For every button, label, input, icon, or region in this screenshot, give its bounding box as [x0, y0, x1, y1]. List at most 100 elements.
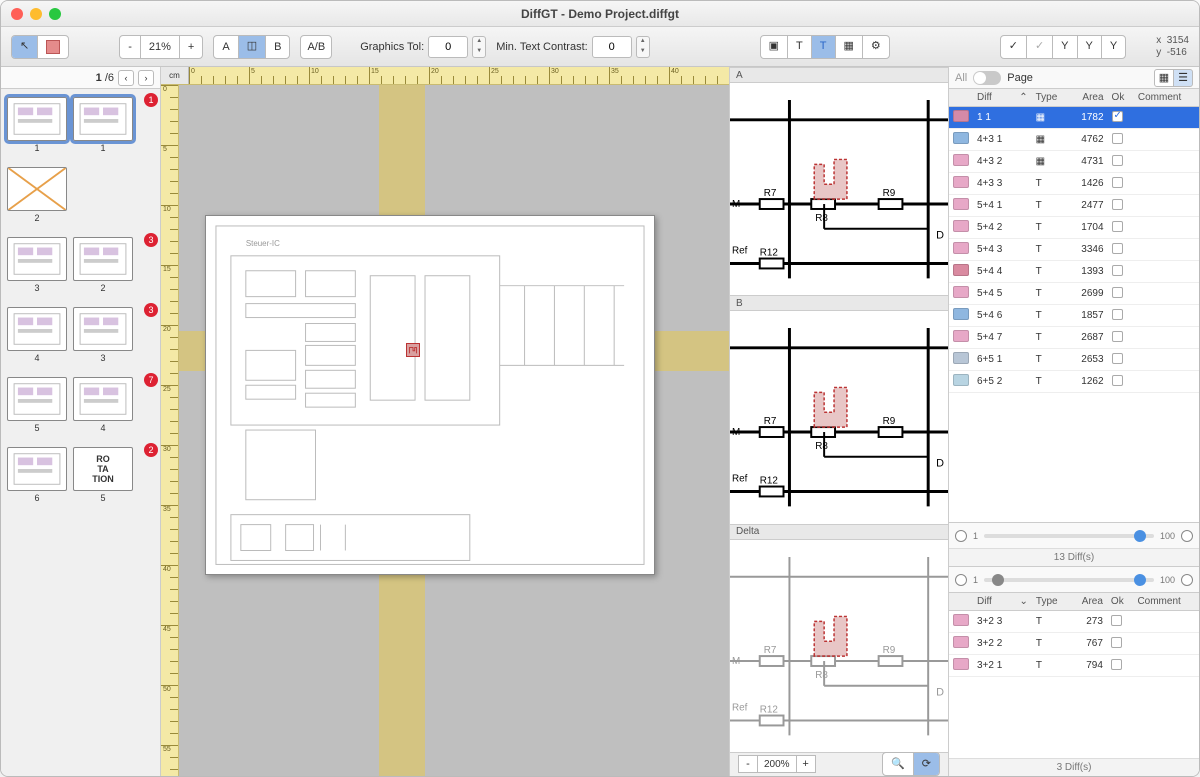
overlay-gear-icon[interactable]: ⚙: [863, 36, 889, 58]
overlay-text-b-icon[interactable]: T: [812, 36, 836, 58]
svg-text:M: M: [732, 427, 740, 438]
view-ab-group: A ◫ B: [213, 35, 290, 59]
diff-row[interactable]: 4+3 3T1426: [949, 173, 1199, 195]
diff-count-2: 3 Diff(s): [949, 758, 1199, 776]
min-text-contrast-input[interactable]: [592, 36, 632, 58]
svg-text:Ref: Ref: [732, 702, 748, 713]
globe2-left-icon[interactable]: [955, 574, 967, 586]
globe-left-icon[interactable]: [955, 530, 967, 542]
zoom-icon[interactable]: [49, 8, 61, 20]
preview-zoom-level[interactable]: 200%: [757, 755, 797, 773]
diff-row[interactable]: 5+4 2T1704: [949, 217, 1199, 239]
pane-delta-label: Delta: [730, 524, 948, 540]
diff-slider-2[interactable]: 1 100: [949, 567, 1199, 593]
diff-row[interactable]: 5+4 3T3346: [949, 239, 1199, 261]
zoom-out-button[interactable]: -: [120, 36, 141, 58]
preview-refresh-icon[interactable]: ⟳: [914, 753, 939, 775]
minimize-icon[interactable]: [30, 8, 42, 20]
pane-delta[interactable]: R7R9R12MRefDR8: [730, 540, 948, 752]
block-title: Steuer-IC: [246, 239, 280, 248]
thumb-pair[interactable]: 547: [7, 377, 154, 433]
diff-row[interactable]: 5+4 6T1857: [949, 305, 1199, 327]
diff-table-1[interactable]: Diff ⌃ Type Area Ok Comment 1 1▦17824+3 …: [949, 89, 1199, 522]
check-icon[interactable]: ✓: [1001, 36, 1027, 58]
preview-magnify-icon[interactable]: 🔍: [883, 753, 914, 775]
diff-row[interactable]: 3+2 1T794: [949, 655, 1199, 677]
diff-row[interactable]: 5+4 1T2477: [949, 195, 1199, 217]
diff-row[interactable]: 3+2 2T767: [949, 633, 1199, 655]
min-text-contrast-stepper[interactable]: ▲▼: [636, 36, 650, 58]
svg-text:R9: R9: [883, 416, 896, 427]
thumb-pair[interactable]: 111: [7, 97, 154, 153]
diff-table-2[interactable]: Diff ⌄ Type Area Ok Comment 3+2 3T2733+2…: [949, 593, 1199, 758]
main-area: 1 /6 ‹ › 11123234335476ROTATION52 cm 051…: [1, 67, 1199, 776]
zoom-in-button[interactable]: +: [180, 36, 202, 58]
thumb-pair[interactable]: 6ROTATION52: [7, 447, 154, 503]
region-tool[interactable]: [38, 36, 68, 58]
thumb-pair[interactable]: 433: [7, 307, 154, 363]
view-list-icon[interactable]: ☰: [1173, 69, 1193, 87]
thumb-pair[interactable]: 2: [7, 167, 154, 223]
diff-count-badge: 3: [144, 303, 158, 317]
filter-toggle[interactable]: [973, 71, 1001, 85]
svg-text:R7: R7: [764, 416, 777, 427]
diff-row[interactable]: 4+3 1▦4762: [949, 129, 1199, 151]
svg-text:R8: R8: [815, 441, 828, 452]
diff-marker[interactable]: [406, 343, 420, 357]
graphics-tol-input[interactable]: [428, 36, 468, 58]
diff-count-badge: 2: [144, 443, 158, 457]
pane-a[interactable]: R7R9R12MRefDR8: [730, 83, 948, 295]
view-ab-toggle[interactable]: A/B: [300, 35, 332, 59]
svg-text:M: M: [732, 199, 740, 210]
svg-text:D: D: [936, 230, 944, 242]
filter-b-icon[interactable]: Y: [1078, 36, 1102, 58]
window-title: DiffGT - Demo Project.diffgt: [61, 7, 1139, 21]
pane-b[interactable]: R7R9R12MRefDR8: [730, 311, 948, 523]
view-split-button[interactable]: ◫: [239, 36, 266, 58]
svg-text:Ref: Ref: [732, 246, 748, 257]
filter-c-icon[interactable]: Y: [1102, 36, 1125, 58]
overlay-text-a-icon[interactable]: T: [788, 36, 812, 58]
close-icon[interactable]: [11, 8, 23, 20]
preview-zoom-out[interactable]: -: [738, 755, 758, 773]
uncheck-icon[interactable]: ✓: [1027, 36, 1053, 58]
diff-row[interactable]: 5+4 7T2687: [949, 327, 1199, 349]
diff-row[interactable]: 1 1▦1782: [949, 107, 1199, 129]
globe2-right-icon[interactable]: [1181, 574, 1193, 586]
page-canvas[interactable]: Steuer-IC: [205, 215, 655, 575]
pane-a-label: A: [730, 67, 948, 83]
overlay-image-icon[interactable]: ▣: [761, 36, 788, 58]
page-nav: 1 /6 ‹ ›: [1, 67, 160, 89]
diff-head: All Page ▦ ☰: [949, 67, 1199, 89]
pointer-tool[interactable]: ↖: [12, 36, 38, 58]
view-grid-icon[interactable]: ▦: [1154, 69, 1174, 87]
zoom-level[interactable]: 21%: [141, 36, 180, 58]
diff-row[interactable]: 6+5 1T2653: [949, 349, 1199, 371]
preview-footer: - 200% + 🔍 ⟳: [730, 752, 948, 776]
diff-count-badge: 3: [144, 233, 158, 247]
overlay-grid-icon[interactable]: ▦: [836, 36, 863, 58]
filter-group: ✓ ✓ Y Y Y: [1000, 35, 1126, 59]
filter-a-icon[interactable]: Y: [1053, 36, 1077, 58]
diff-slider[interactable]: 1 100: [949, 522, 1199, 548]
thumb-pair[interactable]: 323: [7, 237, 154, 293]
diff-row[interactable]: 5+4 4T1393: [949, 261, 1199, 283]
preview-zoom-in[interactable]: +: [796, 755, 816, 773]
diff-panel: All Page ▦ ☰ Diff ⌃ Type Area Ok: [949, 67, 1199, 776]
svg-text:D: D: [936, 458, 944, 470]
diff-row[interactable]: 4+3 2▦4731: [949, 151, 1199, 173]
globe-right-icon[interactable]: [1181, 530, 1193, 542]
svg-text:Ref: Ref: [732, 474, 748, 485]
diff-row[interactable]: 5+4 5T2699: [949, 283, 1199, 305]
artboard[interactable]: Steuer-IC: [179, 85, 729, 776]
graphics-tol-stepper[interactable]: ▲▼: [472, 36, 486, 58]
view-a-button[interactable]: A: [214, 36, 238, 58]
preview-panel: A R7R9R12MRefDR8 B R7R9R12MRefDR8 Delta …: [729, 67, 949, 776]
page-prev-button[interactable]: ‹: [118, 70, 134, 86]
svg-text:M: M: [732, 656, 740, 667]
view-b-button[interactable]: B: [266, 36, 289, 58]
page-next-button[interactable]: ›: [138, 70, 154, 86]
diff-row[interactable]: 6+5 2T1262: [949, 371, 1199, 393]
diff-row[interactable]: 3+2 3T273: [949, 611, 1199, 633]
canvas-panel: cm 05101520253035404550 0510152025303540…: [161, 67, 729, 776]
